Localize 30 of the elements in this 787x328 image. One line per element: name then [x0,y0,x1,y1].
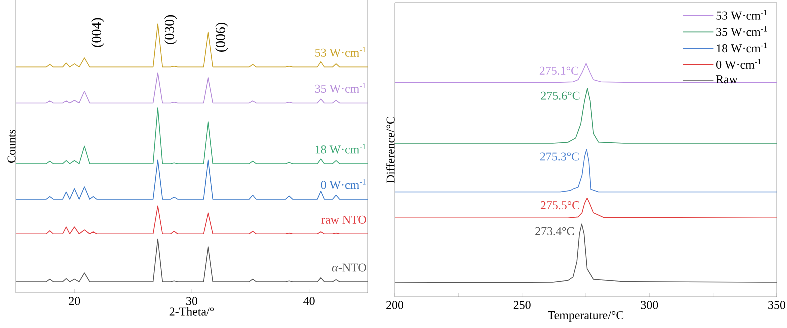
x-axis-title: Temperature/°C [548,311,624,322]
annotation: 275.1°C [540,66,578,75]
x-tick-label: 20 [69,297,80,306]
legend-label: 53 W·cm$^{-1}$ [716,10,768,20]
annotation: (030) [164,15,178,44]
annotation: (006) [216,23,228,52]
x-tick-label: 250 [514,301,531,310]
legend-label: 35 W·cm$^{-1}$ [716,26,768,36]
series-label: α-NTO [332,264,366,272]
series-label: 35 W·cm$^{-1}$ [315,83,366,94]
x-tick-label: 200 [386,301,404,310]
legend-label: Raw [716,76,738,84]
annotation: (004) [92,18,104,48]
series-label: 53 W·cm$^{-1}$ [316,47,366,58]
x-tick-label: 30 [186,297,198,306]
annotation: 275.6°C [541,92,580,100]
x-tick-label: 40 [304,297,315,306]
series-label: 0 W·cm$^{-1}$ [321,179,366,190]
x-axis-title: 2-Theta/° [170,307,214,316]
x-tick-label: 350 [768,301,786,310]
y-axis-title: Counts [8,130,16,163]
legend-label: 0 W·cm$^{-1}$ [716,59,762,70]
annotation: 275.5°C [540,201,580,210]
series-label: raw NTO [322,216,366,224]
x-tick-label: 300 [641,301,658,310]
series-label: 18 W·cm$^{-1}$ [316,144,366,154]
legend-label: 18 W·cm$^{-1}$ [717,42,768,53]
annotation: 275.3°C [540,152,579,161]
y-axis-title: Difference/°C [386,117,395,184]
annotation: 273.4°C [536,227,574,236]
